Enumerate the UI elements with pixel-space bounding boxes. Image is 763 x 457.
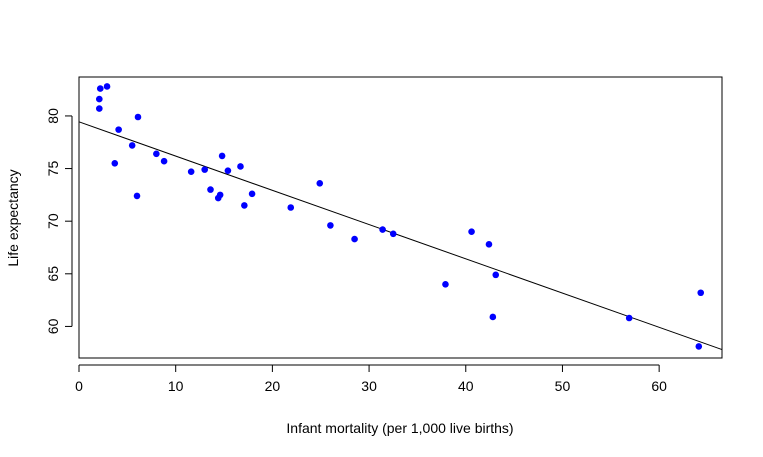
- x-tick-label: 30: [361, 378, 377, 394]
- x-tick-label: 20: [265, 378, 281, 394]
- regression-line: [78, 121, 723, 351]
- data-point: [248, 190, 256, 198]
- y-axis: 60 65 70 75 80: [45, 108, 73, 334]
- data-point: [468, 228, 475, 236]
- data-point: [218, 152, 226, 160]
- data-point: [134, 113, 142, 121]
- data-point: [160, 157, 168, 165]
- data-point: [351, 235, 358, 243]
- data-point: [492, 271, 500, 279]
- data-point: [389, 230, 397, 238]
- x-axis: 0 10 20 30 40 50 60: [75, 364, 667, 394]
- data-point: [133, 192, 141, 200]
- y-tick-label: 80: [45, 108, 61, 124]
- y-axis-label: Life expectancy: [5, 169, 21, 266]
- data-point: [201, 166, 208, 173]
- data-point: [316, 179, 324, 187]
- y-tick-label: 60: [45, 318, 61, 334]
- data-points: [96, 83, 705, 350]
- x-tick-label: 50: [555, 378, 571, 394]
- data-point: [128, 142, 136, 149]
- data-point: [115, 126, 122, 133]
- data-point: [489, 313, 497, 321]
- data-point: [697, 289, 705, 297]
- data-point: [237, 163, 244, 170]
- data-point: [207, 186, 214, 193]
- x-tick-label: 60: [651, 378, 667, 394]
- data-point: [625, 314, 633, 322]
- data-point: [379, 226, 386, 233]
- data-point: [287, 204, 295, 211]
- y-tick-label: 65: [45, 266, 61, 282]
- data-point: [216, 191, 224, 199]
- data-point: [442, 281, 449, 288]
- x-axis-label: Infant mortality (per 1,000 live births): [286, 420, 513, 436]
- data-point: [224, 167, 232, 174]
- data-point: [241, 202, 248, 209]
- y-tick-label: 75: [45, 161, 61, 177]
- x-tick-label: 0: [75, 378, 83, 394]
- data-point: [111, 159, 119, 167]
- data-point: [187, 168, 195, 176]
- data-point: [103, 83, 111, 90]
- y-tick-label: 70: [45, 213, 61, 229]
- plot-frame: [78, 76, 723, 359]
- x-tick-label: 10: [168, 378, 184, 394]
- data-point: [153, 150, 160, 158]
- data-point: [485, 241, 493, 248]
- data-point: [695, 343, 703, 350]
- data-point: [96, 85, 104, 92]
- data-point: [327, 222, 334, 229]
- x-tick-label: 40: [458, 378, 474, 394]
- data-point: [96, 105, 103, 112]
- data-point: [96, 95, 103, 103]
